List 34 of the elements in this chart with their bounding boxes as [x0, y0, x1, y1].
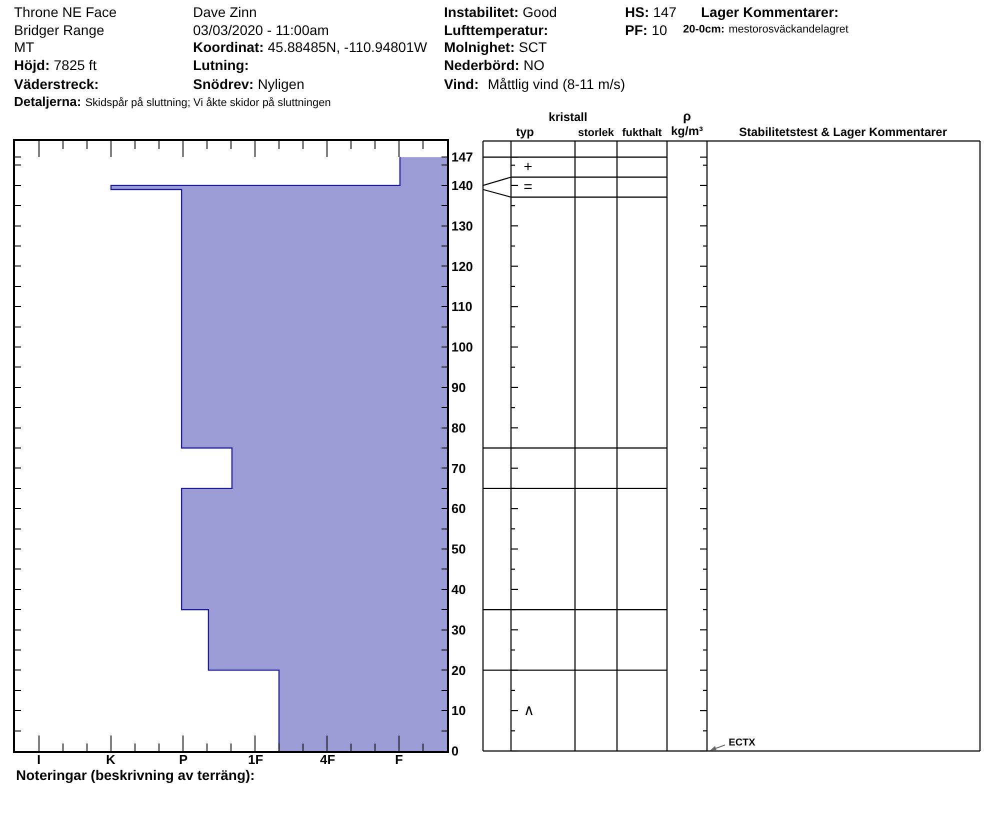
- y-tick-label: 120: [451, 258, 474, 274]
- text: 4F: [320, 752, 336, 767]
- text: +: [524, 158, 533, 176]
- y-tick-label: 130: [451, 218, 474, 234]
- text: typ: [516, 125, 534, 139]
- text: ρ: [682, 108, 692, 124]
- text: F: [395, 752, 403, 767]
- y-tick-label: 90: [451, 380, 466, 395]
- text: kristall: [548, 110, 588, 124]
- y-tick-label: 10: [451, 703, 466, 718]
- y-tick-label: 60: [451, 501, 466, 516]
- text: ∧: [524, 702, 534, 720]
- text: K: [106, 752, 116, 767]
- text: Noteringar (beskrivning av terräng):: [16, 767, 255, 783]
- text: fukthalt: [622, 127, 662, 139]
- y-tick-label: 20: [451, 662, 466, 678]
- y-tick-label: 30: [451, 622, 466, 638]
- y-tick-label: 0: [451, 744, 459, 759]
- y-tick-label: 110: [451, 299, 472, 314]
- text: storlek: [578, 127, 615, 139]
- y-tick-label: 40: [451, 582, 466, 597]
- y-tick-label: 100: [451, 340, 474, 355]
- text: I: [37, 752, 41, 767]
- text: P: [179, 752, 188, 767]
- y-tick-label: 140: [451, 178, 474, 193]
- text: Stabilitetstest & Lager Kommentarer: [738, 125, 948, 139]
- y-tick-label: 80: [451, 420, 466, 436]
- text: =: [524, 178, 533, 196]
- y-tick-label: 70: [451, 460, 466, 476]
- y-tick-label: 147: [451, 150, 474, 165]
- text: ECTX: [728, 738, 756, 748]
- text: 1F: [248, 752, 264, 767]
- text: kg/m³: [670, 124, 704, 138]
- y-tick-label: 50: [451, 542, 466, 557]
